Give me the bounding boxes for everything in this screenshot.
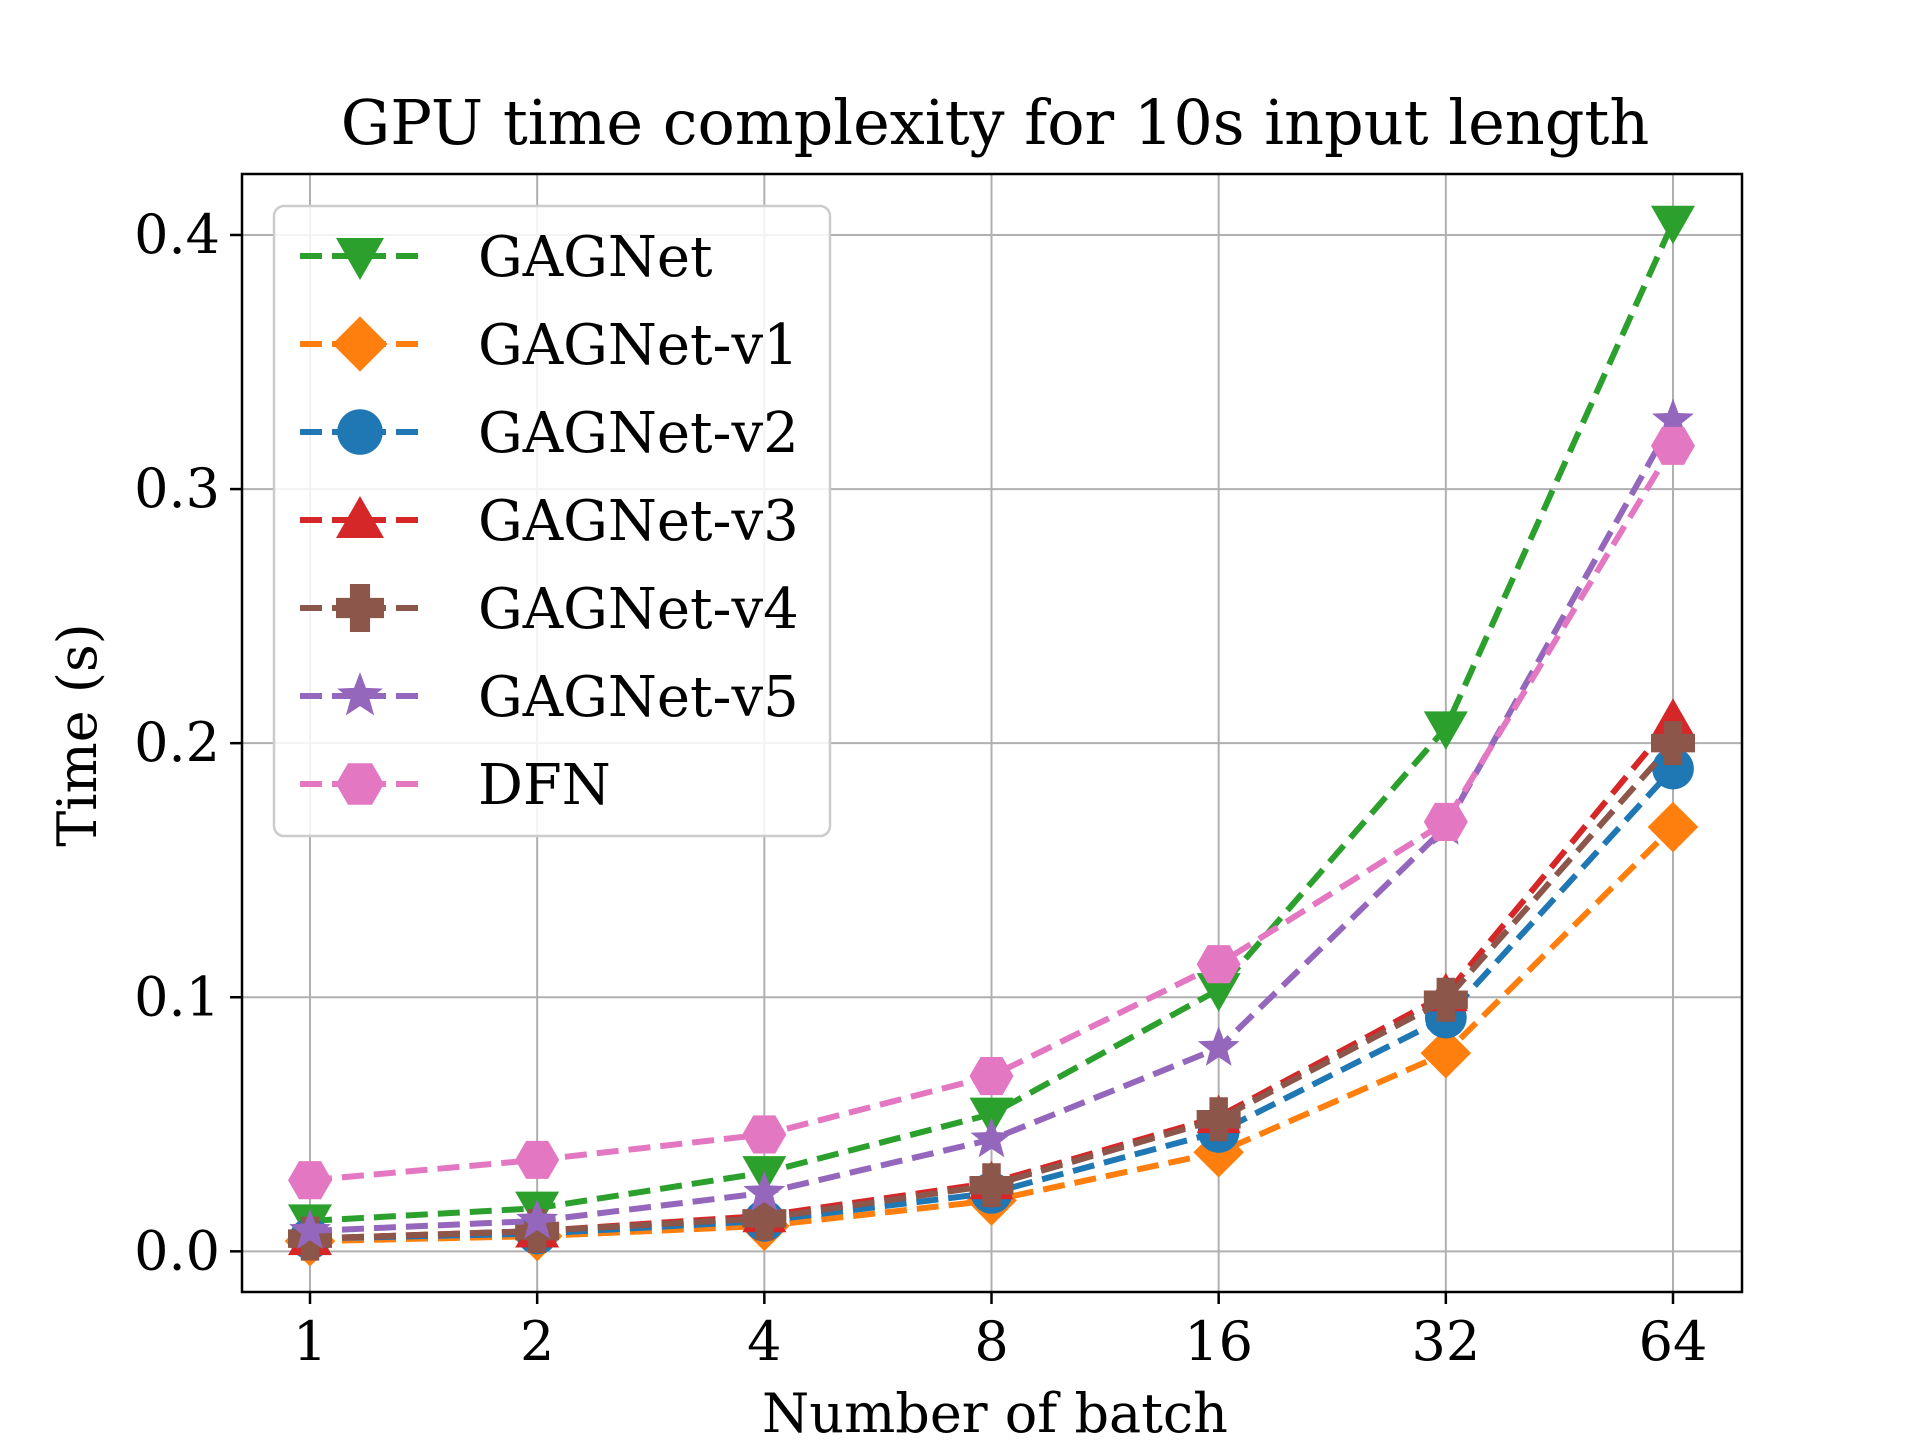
data-point xyxy=(1651,698,1695,737)
x-tick-label: 32 xyxy=(1411,1310,1480,1373)
data-point xyxy=(1423,977,1468,1022)
series-dfn xyxy=(288,426,1695,1200)
data-point xyxy=(969,1056,1014,1096)
data-point xyxy=(1651,205,1695,245)
legend-item: GAGNet-v4 xyxy=(300,577,799,642)
data-point xyxy=(1651,721,1695,766)
legend-label: GAGNet-v3 xyxy=(478,489,799,554)
y-tick-label: 0.2 xyxy=(134,711,220,774)
x-axis-label: Number of batch xyxy=(762,1382,1228,1440)
legend-item: GAGNet-v5 xyxy=(300,665,799,730)
y-axis-label: Time (s) xyxy=(46,623,109,846)
legend-label: GAGNet-v1 xyxy=(478,313,799,378)
y-tick-label: 0.4 xyxy=(134,203,220,266)
x-tick-label: 4 xyxy=(747,1310,781,1373)
data-point xyxy=(969,1163,1014,1208)
legend-marker xyxy=(332,316,388,372)
data-point xyxy=(970,1117,1013,1158)
legend-item: GAGNet-v1 xyxy=(300,313,799,378)
data-point xyxy=(1423,711,1468,750)
legend-marker xyxy=(337,409,383,455)
legend-marker xyxy=(336,584,384,632)
legend-marker xyxy=(336,238,384,280)
legend: GAGNet GAGNet-v1 GAGNet-v2 GAGNet-v3 GAGNet-… xyxy=(272,204,832,838)
data-point xyxy=(515,1209,560,1254)
y-tick-label: 0.1 xyxy=(134,965,220,1028)
data-point xyxy=(1196,1097,1241,1142)
axis-ticks: 1 2 4 8 16 32 64 0.0 0.1 0.2 0.3 0.4 xyxy=(134,203,1707,1373)
data-point xyxy=(1423,802,1468,841)
data-point xyxy=(742,1196,787,1241)
data-point xyxy=(515,1140,560,1179)
data-point xyxy=(516,1198,559,1239)
legend-label: GAGNet-v4 xyxy=(478,577,799,642)
series-layer xyxy=(284,205,1699,1267)
legend-item: GAGNet xyxy=(300,225,713,290)
legend-label: GAGNet xyxy=(478,225,713,290)
legend-box xyxy=(272,204,832,838)
data-point xyxy=(1420,1027,1472,1079)
legend-marker xyxy=(337,672,383,716)
data-point xyxy=(1652,398,1694,439)
legend-label: GAGNet-v5 xyxy=(478,665,799,730)
legend-label: GAGNet-v2 xyxy=(478,401,799,466)
data-point xyxy=(1651,426,1695,465)
data-point xyxy=(969,1097,1014,1137)
x-tick-label: 16 xyxy=(1184,1310,1253,1373)
data-point xyxy=(1197,1026,1240,1066)
legend-item: GAGNet-v3 xyxy=(300,489,799,554)
x-tick-label: 2 xyxy=(520,1310,554,1373)
data-point xyxy=(742,1115,787,1154)
data-point xyxy=(1196,945,1241,984)
legend-marker xyxy=(336,763,384,805)
data-point xyxy=(288,1161,332,1200)
data-point xyxy=(1652,747,1694,790)
data-point xyxy=(289,1209,331,1249)
data-point xyxy=(743,1170,786,1211)
x-tick-label: 1 xyxy=(293,1310,327,1373)
x-tick-label: 8 xyxy=(974,1310,1008,1373)
y-tick-label: 0.0 xyxy=(134,1219,220,1282)
y-tick-label: 0.3 xyxy=(134,457,220,520)
legend-item: DFN xyxy=(300,753,611,818)
legend-marker xyxy=(336,496,384,538)
data-point xyxy=(1647,801,1699,853)
x-tick-label: 64 xyxy=(1639,1310,1708,1373)
chart-title: GPU time complexity for 10s input length xyxy=(341,86,1650,159)
legend-label: DFN xyxy=(478,753,611,818)
legend-item: GAGNet-v2 xyxy=(300,401,799,466)
